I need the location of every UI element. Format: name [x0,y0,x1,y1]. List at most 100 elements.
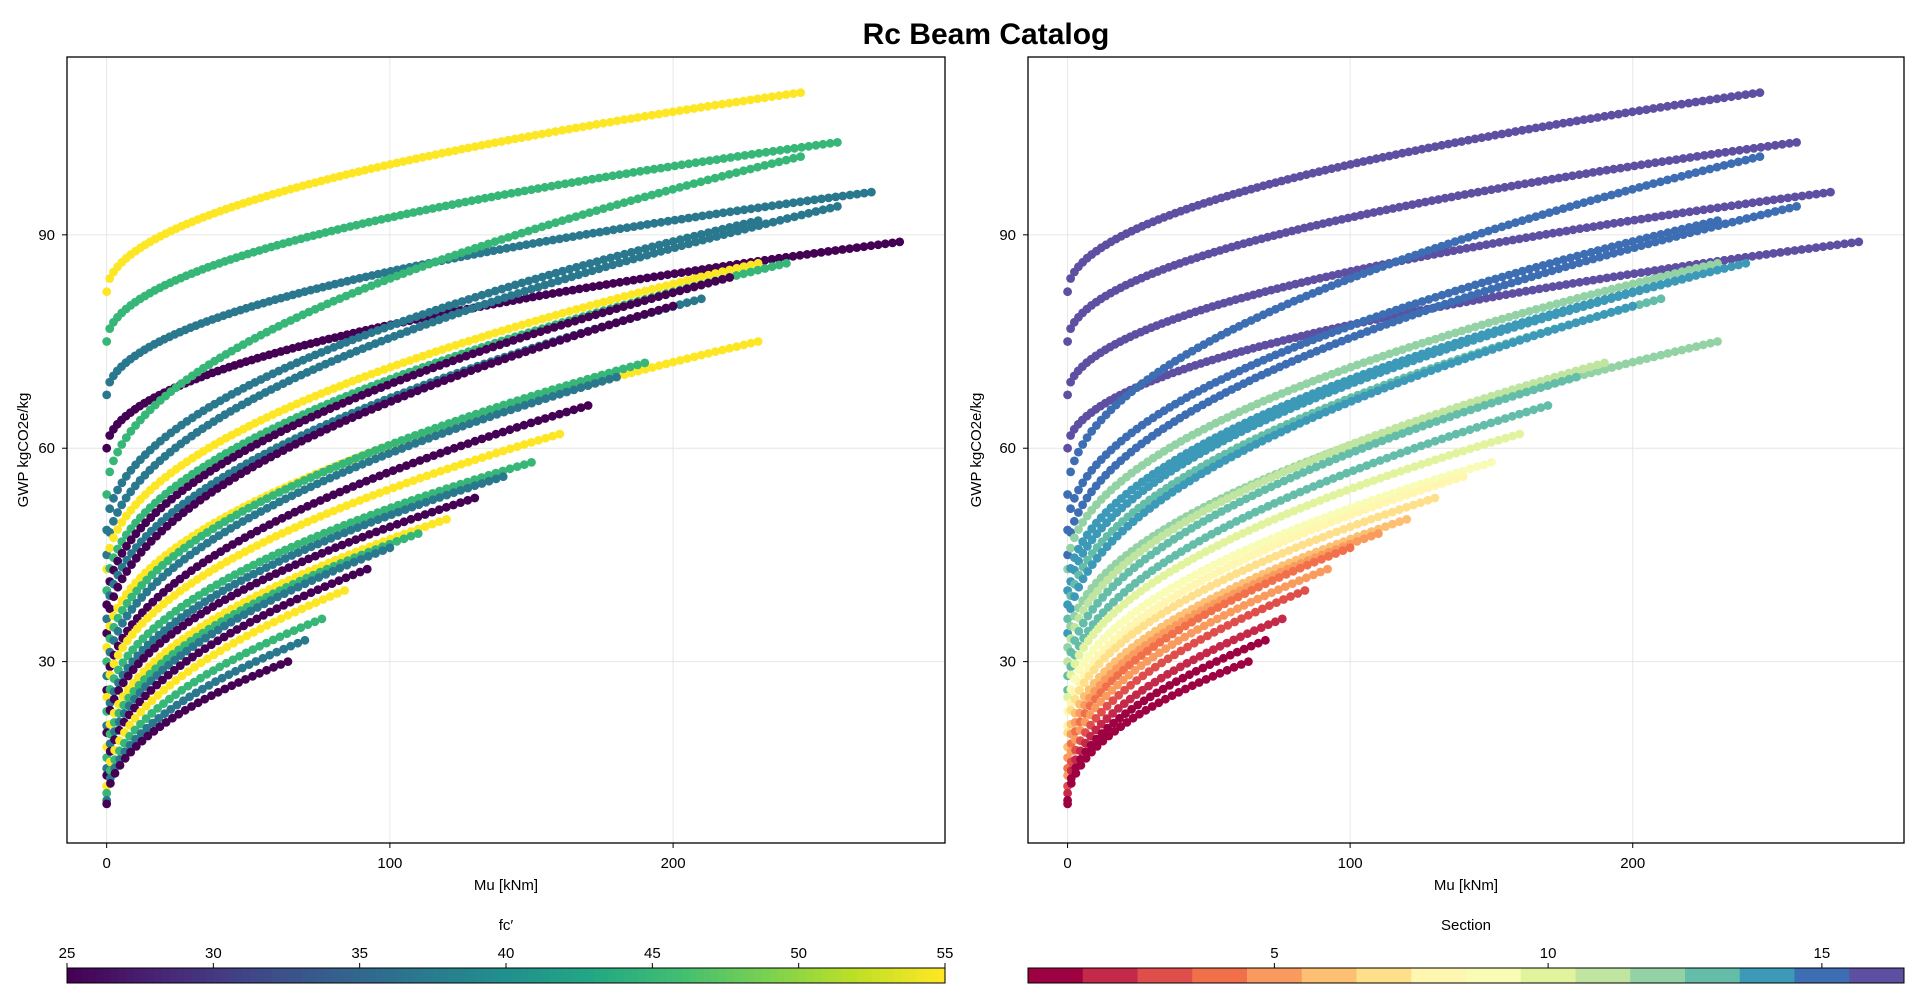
left-colorbar-segment [198,968,207,983]
left-point-s4-82 [592,206,601,216]
left-point-s0-102 [731,97,741,107]
left-point-s19-7 [134,659,143,669]
left-point-s12-105 [753,337,763,346]
left-colorbar-segment [513,968,522,983]
left-point-s11-70 [521,347,530,357]
left-point-s11-73 [541,340,551,350]
left-point-s6-79 [567,272,577,282]
left-point-s13-61 [464,412,474,421]
left-point-s12-102 [732,342,742,351]
left-colorbar-segment [308,968,317,983]
left-point-s19-34 [297,557,307,567]
left-point-s5-60 [444,301,454,311]
left-point-s9-64 [475,347,484,356]
right-colorbar-tick-label: 5 [1270,945,1278,962]
left-point-s19-50 [406,514,416,524]
left-point-s1-117 [833,138,842,147]
left-point-s16-3 [113,650,123,660]
left-point-s4-92 [661,186,671,196]
left-point-s14-54 [417,436,427,446]
left-point-s15-74 [562,407,571,417]
left-point-s6-78 [560,274,570,284]
left-point-s15-66 [505,425,515,435]
left-point-s5-69 [504,282,513,292]
left-point-s18-44 [360,520,369,530]
left-point-s7-81 [585,301,595,311]
left-point-s1-74 [533,184,543,193]
left-point-s1-72 [520,186,530,196]
left-point-s4-61 [450,250,460,260]
left-point-s16-57 [443,464,452,474]
left-point-s2-83 [588,228,598,238]
left-point-s3-99 [697,265,707,274]
left-point-s15-55 [429,451,438,460]
left-point-s11-87 [640,309,649,319]
left-point-s3-78 [555,288,564,297]
left-point-s14-76 [569,385,579,395]
left-point-s5-63 [464,295,474,304]
left-point-s0-65 [477,140,486,150]
left-point-s0-103 [739,96,748,106]
left-point-s9-83 [605,306,614,316]
left-point-s9-84 [612,304,621,314]
left-point-s6-82 [587,266,597,276]
left-point-s19-55 [441,502,451,512]
left-point-s13-70 [526,391,536,401]
left-point-s0-73 [530,130,540,140]
left-point-s6-105 [747,223,757,232]
left-point-s2-98 [691,212,700,222]
left-point-s7-2 [109,533,118,543]
left-point-s2-103 [725,207,735,217]
left-x-axis-label: Mu [kNm] [474,877,538,894]
right-point-s4-1 [1066,467,1075,477]
right-point-s3-0 [1063,443,1072,453]
left-colorbar-segment [608,968,617,983]
left-point-s1-0 [102,337,112,346]
left-point-s16-56 [436,466,446,476]
left-point-s15-57 [443,446,452,456]
left-point-s7-86 [620,292,629,301]
left-point-s9-60 [448,356,458,366]
left-point-s9-97 [703,278,713,288]
left-point-s3-97 [684,267,693,276]
left-point-s7-70 [510,322,520,332]
left-point-s16-53 [415,473,425,483]
left-point-s14-5 [122,611,132,621]
right-point-s11-91 [1628,301,1638,311]
left-point-s2-93 [656,217,666,227]
left-point-s6-112 [797,210,806,220]
left-point-s11-61 [459,368,469,378]
left-point-s0-106 [760,93,770,103]
left-point-s3-85 [602,280,611,289]
left-point-s2-112 [788,198,798,208]
left-point-s17-47 [380,505,389,515]
right-point-s25-35 [1277,614,1287,624]
left-colorbar-segment [118,968,127,983]
left-point-s4-4 [117,440,127,449]
left-point-s15-60 [463,439,473,448]
left-point-s11-4 [117,574,127,584]
left-point-s3-114 [802,250,812,259]
left-point-s6-81 [581,268,590,278]
left-point-s14-57 [437,429,447,438]
left-point-s15-77 [583,401,593,410]
left-point-s18-57 [449,488,459,498]
left-point-s13-6 [127,592,137,602]
left-point-s0-75 [544,128,554,138]
left-colorbar-segment [425,968,434,983]
left-point-s11-2 [109,592,119,602]
left-colorbar-segment [645,968,653,983]
left-point-s6-73 [527,284,536,294]
left-point-s2-77 [548,235,558,245]
left-point-s3-82 [581,283,591,293]
left-point-s25-35 [317,614,327,624]
left-point-s1-116 [825,138,835,148]
left-point-s15-53 [415,456,425,465]
left-colorbar-segment [776,968,785,983]
left-point-s18-49 [393,507,403,517]
left-point-s9-54 [409,370,418,380]
left-point-s12-90 [647,363,657,372]
right-point-s11-4 [1078,574,1088,584]
left-point-s18-59 [463,483,473,493]
left-point-s9-85 [619,302,628,312]
